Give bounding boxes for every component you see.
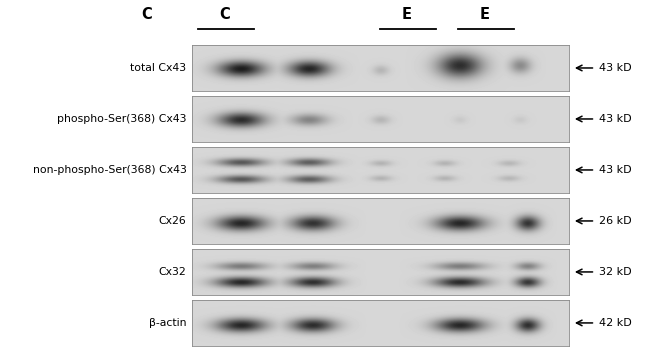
Text: 43 kD: 43 kD (599, 114, 632, 124)
Text: β-actin: β-actin (149, 318, 187, 328)
Text: C: C (141, 6, 151, 21)
Text: 42 kD: 42 kD (599, 318, 632, 328)
Text: C: C (219, 6, 229, 21)
Text: 43 kD: 43 kD (599, 63, 632, 73)
Text: E: E (401, 6, 411, 21)
Text: non-phospho-Ser(368) Cx43: non-phospho-Ser(368) Cx43 (32, 165, 187, 175)
Text: total Cx43: total Cx43 (131, 63, 187, 73)
Text: 26 kD: 26 kD (599, 216, 632, 226)
Text: Cx26: Cx26 (159, 216, 187, 226)
Text: E: E (479, 6, 489, 21)
Text: 32 kD: 32 kD (599, 267, 632, 277)
Text: Cx32: Cx32 (159, 267, 187, 277)
Text: 43 kD: 43 kD (599, 165, 632, 175)
Text: phospho-Ser(368) Cx43: phospho-Ser(368) Cx43 (57, 114, 187, 124)
